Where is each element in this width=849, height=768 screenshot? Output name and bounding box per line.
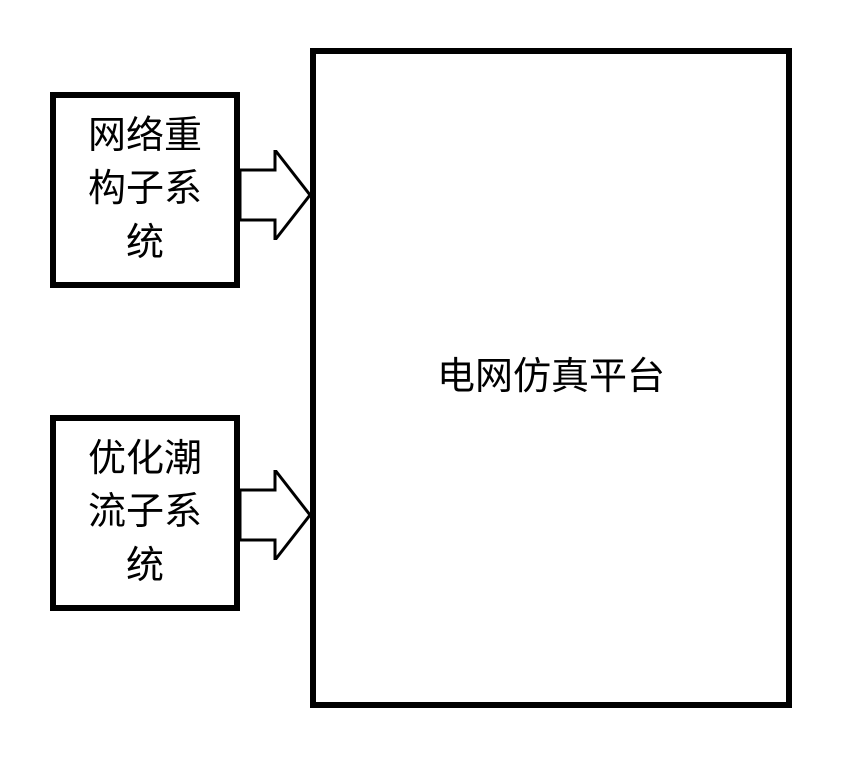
optimal-power-flow-label: 优化潮 流子系 统	[88, 433, 202, 593]
network-reconstruction-label: 网络重 构子系 统	[88, 110, 202, 270]
arrow-bottom-icon	[240, 470, 310, 560]
arrow-top-icon	[240, 150, 310, 240]
grid-simulation-platform-box: 电网仿真平台	[310, 48, 792, 708]
grid-simulation-platform-label: 电网仿真平台	[437, 351, 665, 404]
optimal-power-flow-subsystem-box: 优化潮 流子系 统	[50, 415, 240, 611]
network-reconstruction-subsystem-box: 网络重 构子系 统	[50, 92, 240, 288]
